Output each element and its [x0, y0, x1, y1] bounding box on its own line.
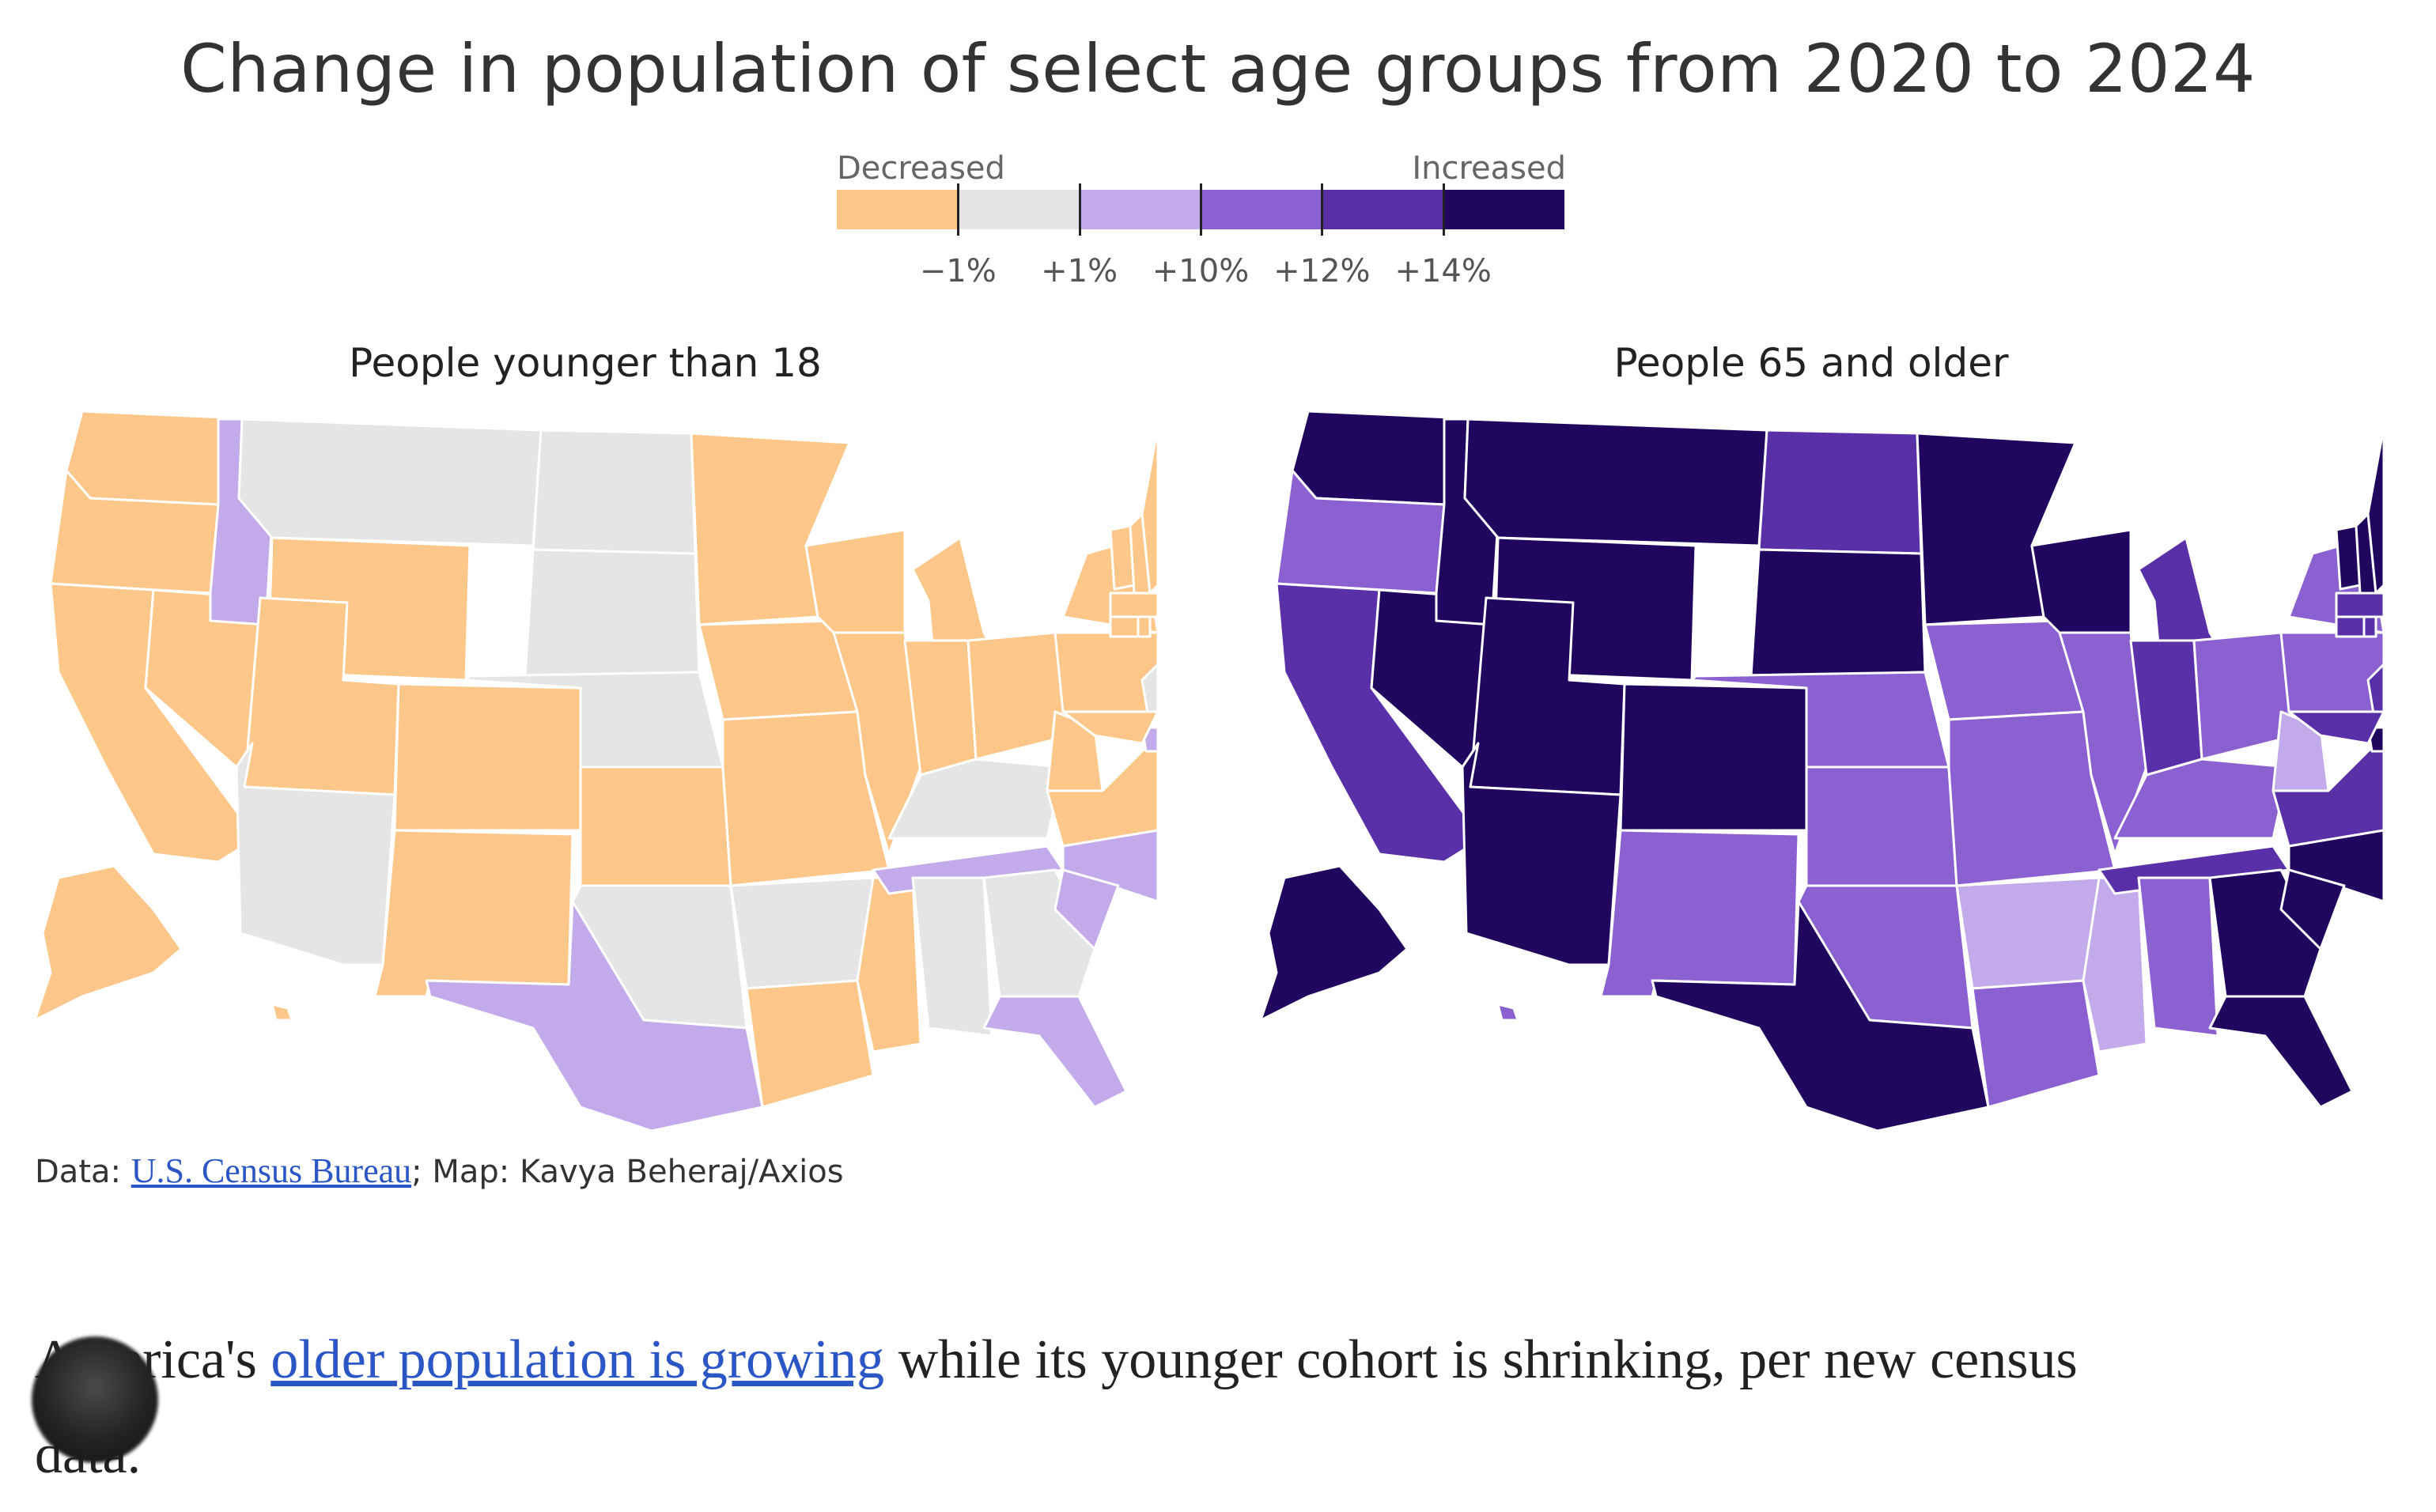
state-la [745, 979, 875, 1109]
lede-paragraph: America's older population is growing wh… [35, 1329, 2408, 1392]
state-il [832, 631, 922, 856]
state-fl [982, 995, 1128, 1109]
state-tx [1651, 900, 1990, 1131]
state-ri [2362, 615, 2377, 638]
credit-suffix: ; Map: Kavya Beheraj/Axios [411, 1154, 844, 1190]
legend-label-increased: Increased [1412, 150, 1566, 187]
state-la [1971, 979, 2101, 1109]
legend-tick [957, 183, 960, 236]
census-bureau-link[interactable]: U.S. Census Bureau [130, 1151, 412, 1190]
state-va [1046, 734, 1158, 848]
state-nm [373, 829, 574, 998]
state-il [2058, 631, 2148, 856]
legend-swatch-2 [1079, 190, 1201, 229]
state-mt [1463, 418, 1768, 547]
state-sc [2279, 868, 2346, 951]
map-under-18 [35, 410, 1158, 1131]
state-tx [425, 900, 764, 1131]
state-ms [2082, 876, 2148, 1053]
state-ct [2335, 615, 2366, 638]
legend-tick [1078, 183, 1081, 236]
legend-tick-label: −1% [919, 253, 997, 289]
legend-swatch-4 [1322, 190, 1443, 229]
legend-swatch-5 [1443, 190, 1564, 229]
map-65-older [1261, 410, 2384, 1131]
state-me [2366, 425, 2384, 595]
legend-tick [1200, 183, 1202, 236]
state-az [1461, 742, 1622, 966]
state-nd [531, 429, 697, 555]
legend-tick [1442, 183, 1445, 236]
state-ar [1955, 876, 2101, 990]
state-al [2137, 876, 2219, 1038]
state-va [2271, 734, 2384, 848]
state-ri [1137, 615, 1152, 638]
legend-tick-label: +10% [1152, 253, 1250, 289]
state-ks [1805, 765, 1958, 887]
state-nc [1061, 829, 1158, 903]
state-hi [270, 1003, 293, 1022]
state-nm [1599, 829, 1800, 998]
credit-prefix: Data: [35, 1154, 131, 1190]
state-pa [1053, 631, 1158, 713]
older-population-link[interactable]: older population is growing [270, 1329, 885, 1390]
state-ak [35, 864, 183, 1022]
state-co [393, 682, 582, 832]
state-ky [887, 758, 1065, 840]
state-wa [1291, 410, 1452, 506]
legend-swatch-0 [837, 190, 959, 229]
state-me [1140, 425, 1158, 595]
legend-label-decreased: Decreased [837, 150, 1005, 187]
state-ak [1261, 864, 1409, 1022]
author-avatar [32, 1336, 158, 1463]
state-mt [237, 418, 543, 547]
state-hi [1496, 1003, 1519, 1022]
state-md [1061, 710, 1158, 745]
state-ks [579, 765, 732, 887]
lede-text-end: while its younger cohort is shrinking, p… [884, 1329, 2078, 1390]
state-fl [2208, 995, 2354, 1109]
legend-swatch-1 [958, 190, 1080, 229]
state-wi [804, 528, 906, 634]
state-md [2287, 710, 2384, 745]
legend-color-bar [837, 190, 1564, 229]
map-title-65-older: People 65 and older [1613, 340, 2009, 386]
state-nd [1757, 429, 1923, 555]
state-sd [1749, 548, 1927, 678]
legend-swatch-3 [1200, 190, 1322, 229]
state-ar [729, 876, 875, 990]
color-legend: Decreased Increased −1% +1% +10% +12% +14% [830, 150, 1566, 293]
data-credit: Data: U.S. Census Bureau; Map: Kavya Beh… [35, 1151, 844, 1191]
legend-tick [1321, 183, 1324, 236]
state-nc [2287, 829, 2384, 903]
chart-title: Change in population of select age group… [180, 30, 2256, 108]
state-ms [856, 876, 922, 1053]
legend-tick-label: +14% [1394, 253, 1492, 289]
map-title-under-18: People younger than 18 [349, 340, 822, 386]
legend-tick-label: +12% [1273, 253, 1371, 289]
state-az [235, 742, 396, 966]
state-co [1619, 682, 1808, 832]
state-al [911, 876, 993, 1038]
state-ma [2335, 592, 2384, 618]
state-sd [524, 548, 701, 678]
state-ma [1109, 592, 1158, 618]
legend-tick-label: +1% [1041, 253, 1118, 289]
state-ky [2113, 758, 2290, 840]
state-ct [1109, 615, 1140, 638]
state-wa [65, 410, 226, 506]
state-pa [2279, 631, 2384, 713]
state-wi [2030, 528, 2132, 634]
state-sc [1053, 868, 1120, 951]
